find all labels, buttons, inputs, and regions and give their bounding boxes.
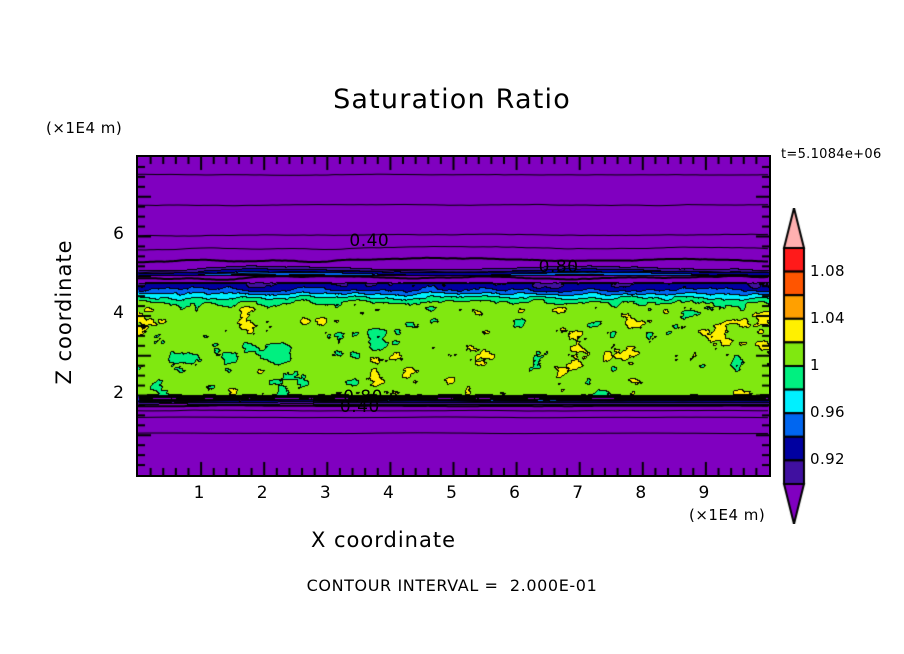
colorbar-tick-label: 1.08 [810, 261, 845, 280]
x-tick-label: 1 [193, 483, 205, 503]
contour-interval-caption: CONTOUR INTERVAL = 2.000E-01 [306, 576, 598, 595]
x-axis-units: (×1E4 m) [689, 506, 766, 524]
x-axis-title: X coordinate [310, 528, 457, 552]
colorbar-tick-label: 0.92 [810, 450, 845, 469]
contour-label: 0.80 [538, 256, 579, 277]
contour-field [138, 157, 769, 475]
x-tick-label: 7 [572, 483, 584, 503]
contour-label: 0.40 [349, 231, 390, 252]
x-tick-label: 8 [635, 483, 647, 503]
colorbar-tick-label: 0.96 [810, 403, 845, 422]
y-axis-units: (×1E4 m) [46, 119, 123, 137]
x-tick-label: 4 [382, 483, 394, 503]
x-tick-label: 3 [319, 483, 331, 503]
colorbar [781, 208, 807, 524]
timestamp-annotation: t=5.1084e+06 [781, 147, 882, 162]
colorbar-tick-label: 1.04 [810, 308, 845, 327]
plot-area: 0.40 0.80 0.80 0.40 [136, 155, 771, 477]
y-tick-label: 2 [113, 382, 124, 403]
y-tick-label: 4 [113, 303, 124, 323]
colorbar-tick-label: 1 [810, 356, 820, 374]
contour-label: 0.80 [343, 387, 383, 408]
y-tick-label: 6 [113, 223, 124, 244]
x-tick-label: 6 [509, 483, 520, 503]
chart-title: Saturation Ratio [333, 84, 571, 115]
y-axis-title: Z coordinate [52, 239, 76, 385]
contour-label: 0.40 [339, 396, 380, 417]
x-tick-label: 2 [256, 483, 268, 503]
x-tick-label: 5 [446, 483, 457, 503]
x-tick-label: 9 [698, 483, 710, 503]
